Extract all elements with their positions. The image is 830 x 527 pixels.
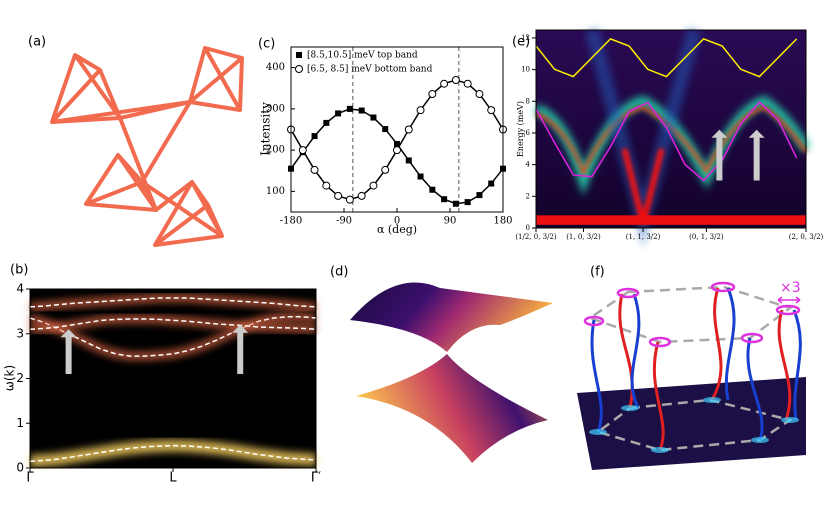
- x-tick-label: -90: [336, 216, 352, 227]
- data-point: [310, 165, 319, 174]
- data-point: [369, 181, 378, 190]
- y-tick-label: 6: [526, 129, 531, 137]
- panel-label: (a): [28, 35, 46, 50]
- panel-label: (d): [330, 265, 348, 280]
- band-glow: [29, 293, 317, 311]
- data-point: [335, 110, 342, 117]
- legend-label: [6.5, 8.5] meV bottom band: [307, 65, 433, 75]
- panel-label: (c): [258, 37, 275, 52]
- data-point: [322, 181, 331, 190]
- y-axis-label: Energy (meV): [516, 101, 525, 157]
- y-tick-label: 0: [526, 224, 530, 232]
- data-point: [405, 157, 412, 164]
- data-point: [382, 126, 389, 133]
- x-tick-label: 0: [394, 216, 400, 227]
- data-point: [323, 119, 330, 126]
- x-tick-label: 90: [444, 216, 457, 227]
- data-point: [311, 133, 318, 140]
- arrow: [232, 324, 249, 375]
- y-tick-label: 2: [526, 192, 530, 200]
- x-tick-label: (1, 0, 3/2): [566, 233, 601, 241]
- y-axis-label: Intensity: [259, 102, 273, 156]
- x-tick-label: (0, 1, 3/2): [689, 233, 724, 241]
- y-tick-label: 4: [16, 282, 24, 296]
- data-point: [416, 106, 425, 115]
- x-tick-label: Γ′: [311, 471, 321, 486]
- y-axis-label: ω(k): [3, 365, 17, 391]
- data-point: [357, 191, 366, 200]
- data-point: [488, 180, 495, 187]
- series-line: [535, 100, 798, 182]
- x-tick-label: (2, 0, 3/2): [789, 233, 824, 241]
- data-point: [345, 195, 354, 204]
- dirac-cone-surface: [350, 282, 553, 463]
- y-tick-label: 200: [266, 145, 285, 156]
- legend-marker: [296, 52, 302, 58]
- y-tick-label: 3: [16, 326, 24, 340]
- x-tick-label: L: [169, 471, 177, 486]
- data-point: [452, 200, 459, 207]
- data-point: [464, 199, 471, 206]
- data-point: [358, 107, 365, 114]
- band-glow: [29, 314, 317, 334]
- tetrahedra-drawing: [50, 46, 244, 247]
- plot-frame: [535, 29, 807, 229]
- data-point: [334, 191, 343, 200]
- data-point: [451, 76, 460, 84]
- data-point: [417, 173, 424, 180]
- y-tick-label: 8: [526, 97, 530, 105]
- y-tick-label: 100: [266, 186, 285, 197]
- panel-label: (e): [512, 35, 530, 50]
- panel-label: (b): [10, 263, 28, 278]
- panel-label: (f): [590, 265, 605, 280]
- elastic-line: [536, 215, 806, 225]
- y-tick-label: 12: [521, 34, 530, 42]
- x-tick-label: (1/2, 0, 3/2): [515, 233, 557, 241]
- y-tick-label: 300: [266, 103, 285, 114]
- plot-frame: [290, 46, 504, 213]
- arrow: [60, 329, 77, 375]
- arrow: [748, 129, 765, 181]
- data-point: [463, 79, 472, 88]
- x-axis-label: α (deg): [377, 223, 417, 236]
- data-point: [440, 79, 449, 88]
- y-tick-label: 1: [16, 416, 24, 430]
- legend-label: [8.5,10.5] meV top band: [307, 51, 418, 61]
- y-tick-label: 0: [16, 461, 24, 475]
- y-tick-label: 10: [521, 66, 530, 74]
- spin-wave-3d: [577, 281, 806, 470]
- data-point: [381, 165, 390, 174]
- data-point: [441, 196, 448, 203]
- legend-marker: [295, 65, 303, 73]
- y-tick-label: 4: [526, 161, 531, 169]
- data-point: [404, 125, 413, 134]
- data-point: [487, 106, 496, 115]
- data-point: [394, 140, 400, 147]
- data-point: [428, 90, 437, 99]
- data-point: [476, 192, 483, 199]
- data-point: [429, 186, 436, 193]
- annotation: ×3: [780, 280, 801, 296]
- data-point: [370, 114, 377, 121]
- x-tick-label: 180: [493, 216, 512, 227]
- x-tick-label: Γ: [26, 471, 34, 486]
- y-tick-label: 400: [266, 62, 285, 73]
- series-line: [29, 315, 317, 357]
- arrow: [711, 129, 728, 181]
- y-tick-label: 2: [16, 371, 24, 385]
- band-glow: [29, 439, 317, 468]
- x-tick-label: (1, 1, 3/2): [626, 233, 661, 241]
- series-line: [535, 37, 798, 78]
- x-tick-label: -180: [280, 216, 302, 227]
- plot-frame: [29, 288, 317, 469]
- data-point: [393, 146, 401, 155]
- data-point: [346, 105, 353, 112]
- data-point: [475, 90, 484, 99]
- data-point: [298, 146, 307, 155]
